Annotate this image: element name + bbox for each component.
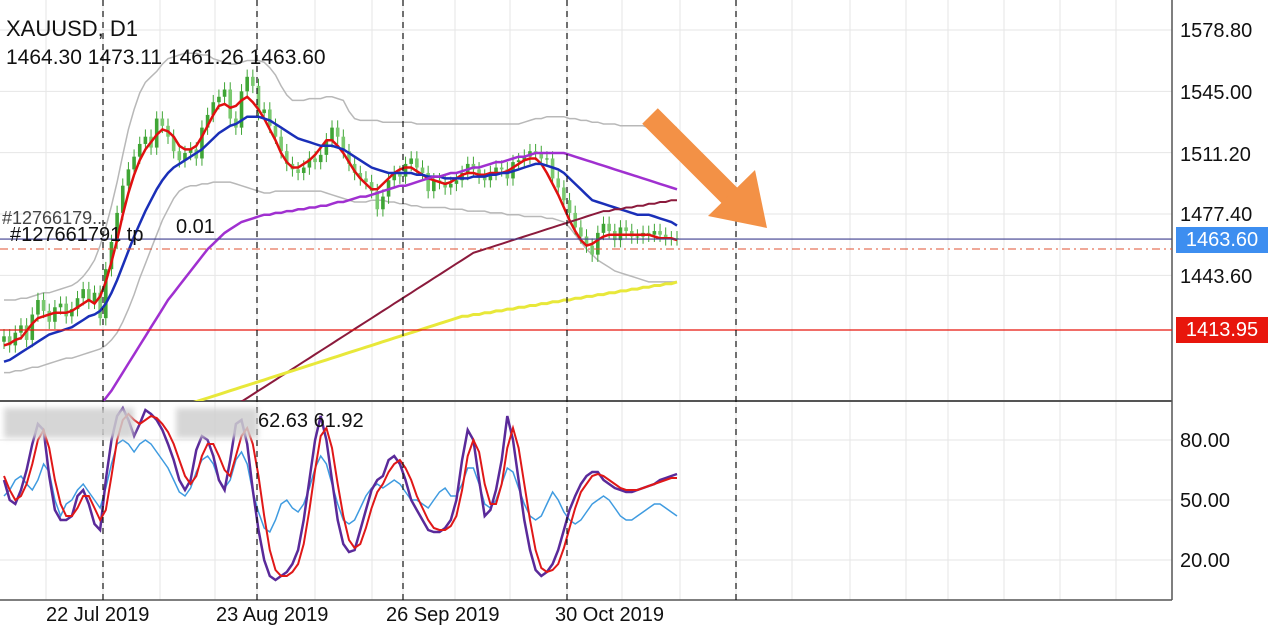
candle-75 <box>426 165 430 199</box>
candle-39 <box>222 82 227 105</box>
arrow-shaft <box>642 108 740 206</box>
candle-44 <box>251 69 255 94</box>
current-price-tag: 1463.60 <box>1176 227 1268 253</box>
series-line-2 <box>101 151 678 401</box>
candle-14 <box>81 281 85 306</box>
price-tick-4: 1477.40 <box>1180 204 1253 226</box>
candle-13 <box>75 290 80 317</box>
candle-54 <box>307 151 312 175</box>
candle-84 <box>477 162 481 184</box>
candle-16 <box>92 285 97 310</box>
horizontal-levels <box>0 238 1172 331</box>
series-line-4 <box>193 280 678 401</box>
chart-grid <box>0 0 1173 601</box>
candle-99 <box>562 180 566 208</box>
order-label[interactable]: #127661791 tp <box>10 224 144 246</box>
candle-0 <box>2 329 6 350</box>
stoch-line-d <box>3 412 677 577</box>
level-price-tag: 1413.95 <box>1176 317 1268 343</box>
candle-27 <box>154 111 159 155</box>
candle-5 <box>30 307 35 348</box>
date-label-4: 30 Oct 2019 <box>555 604 664 626</box>
candle-71 <box>403 156 408 184</box>
candle-56 <box>318 147 323 170</box>
candle-22 <box>126 162 131 193</box>
candle-69 <box>392 165 397 188</box>
order-label-top: #12766179... <box>2 208 108 228</box>
candle-61 <box>347 143 351 172</box>
candle-57 <box>324 133 329 163</box>
candle-58 <box>330 120 334 148</box>
candle-17 <box>98 285 102 326</box>
candle-87 <box>494 160 498 181</box>
arrow-head <box>708 170 767 228</box>
stoch-tick-50: 50.00 <box>1180 490 1231 512</box>
candle-30 <box>171 129 176 159</box>
orange-down-arrow <box>642 108 767 228</box>
stoch-tick-20: 20.00 <box>1180 550 1231 572</box>
candle-43 <box>245 69 249 99</box>
candle-103 <box>584 229 589 253</box>
candle-15 <box>87 281 91 310</box>
candle-80 <box>454 172 459 192</box>
candle-100 <box>567 192 572 221</box>
candle-11 <box>64 296 69 324</box>
symbol-title: XAUUSD, D1 <box>6 16 139 41</box>
blurred-indicator-params <box>176 408 258 438</box>
candle-50 <box>284 143 289 172</box>
series-line-1 <box>3 115 678 363</box>
stoch-tick-80: 80.00 <box>1180 430 1231 452</box>
candle-92 <box>522 149 527 168</box>
date-label-1: 22 Jul 2019 <box>46 604 150 626</box>
series-line-3 <box>240 199 677 401</box>
candle-40 <box>228 82 233 126</box>
candle-62 <box>352 156 357 181</box>
candle-52 <box>296 162 300 181</box>
price-tick-5: 1443.60 <box>1180 266 1253 288</box>
candle-9 <box>53 300 57 330</box>
candle-81 <box>460 165 464 188</box>
candle-105 <box>596 225 600 262</box>
blurred-indicator-name <box>4 408 134 438</box>
candle-36 <box>205 107 210 135</box>
ohlc-values: 1464.30 1473.11 1461.26 1463.60 <box>6 46 326 69</box>
order-lot: 0.01 <box>176 216 215 238</box>
candle-42 <box>239 84 244 135</box>
candle-117 <box>663 227 668 246</box>
candle-19 <box>109 234 114 277</box>
candle-119 <box>675 231 679 246</box>
date-label-3: 26 Sep 2019 <box>386 604 500 626</box>
date-label-2: 23 Aug 2019 <box>216 604 329 626</box>
candle-35 <box>200 120 204 166</box>
candle-1 <box>7 329 12 353</box>
candle-104 <box>590 238 594 262</box>
candle-18 <box>103 261 108 326</box>
period-separators <box>102 0 737 600</box>
price-tick-3: 1511.20 <box>1180 144 1251 166</box>
candle-112 <box>635 229 640 244</box>
candle-45 <box>256 78 261 121</box>
candle-12 <box>70 301 74 324</box>
candle-74 <box>420 160 425 181</box>
candle-98 <box>556 171 561 195</box>
moving-averages <box>3 95 678 401</box>
indicator-values: 62.63 61.92 <box>258 410 364 432</box>
candle-59 <box>335 120 340 144</box>
candle-85 <box>482 169 487 188</box>
candle-67 <box>381 189 385 217</box>
candle-7 <box>41 292 46 319</box>
band-upper <box>4 52 677 301</box>
price-tick-2: 1545.00 <box>1180 82 1253 104</box>
candle-86 <box>488 165 493 188</box>
price-tick-1: 1578.80 <box>1180 20 1253 42</box>
candle-64 <box>364 171 368 190</box>
candle-8 <box>47 303 52 330</box>
candle-63 <box>358 165 363 186</box>
